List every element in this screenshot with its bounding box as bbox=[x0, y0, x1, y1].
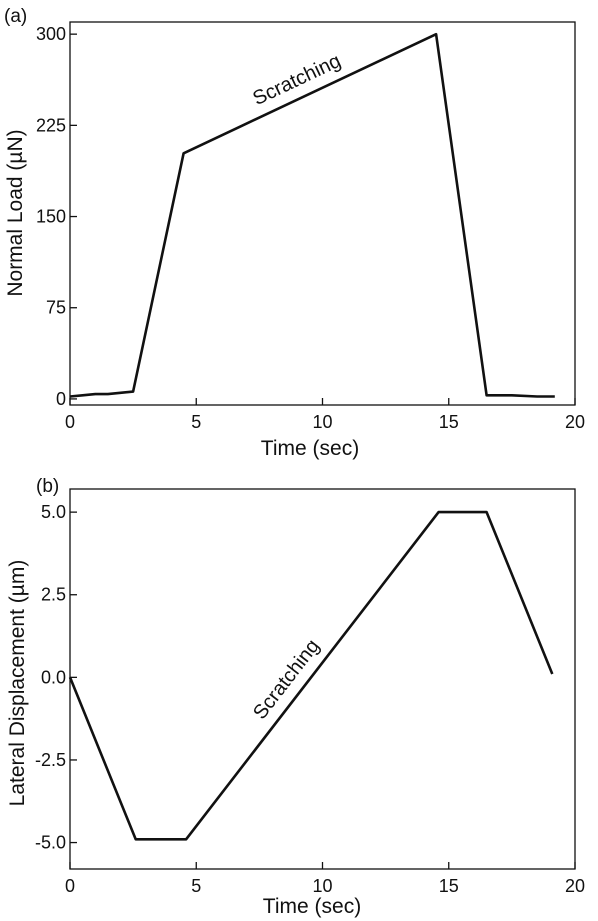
panel-b-series-line bbox=[68, 510, 554, 841]
panel-a-y-axis-title: Normal Load (µN) bbox=[4, 129, 27, 296]
panel-a-label: (a) bbox=[4, 6, 27, 27]
panel-b-y-tick-label: -2.5 bbox=[35, 750, 66, 770]
panel-b-x-axis-title: Time (sec) bbox=[263, 895, 361, 918]
panel-b-x-tick-label: 20 bbox=[565, 876, 585, 896]
panel-b-x-tick-label: 15 bbox=[439, 876, 459, 896]
panel-a-x-ticks: 0 5 10 15 20 bbox=[65, 398, 585, 432]
panel-b-lateral-displacement: (b) 0 5 10 15 20 -5.0-2.50.02.55.0 Scratchin… bbox=[6, 476, 585, 918]
panel-a-series-line bbox=[69, 32, 555, 398]
panel-a-y-tick-label: 0 bbox=[56, 389, 66, 409]
panel-b-label: (b) bbox=[36, 476, 59, 497]
panel-a-y-tick-label: 75 bbox=[46, 298, 66, 318]
panel-a-x-tick-label: 0 bbox=[65, 412, 75, 432]
panel-a-x-tick-label: 10 bbox=[312, 412, 332, 432]
panel-a-x-tick-label: 20 bbox=[565, 412, 585, 432]
panel-b-x-tick-label: 10 bbox=[312, 876, 332, 896]
panel-b-x-tick-label: 0 bbox=[65, 876, 75, 896]
panel-a-x-tick-label: 15 bbox=[439, 412, 459, 432]
panel-b-x-ticks: 0 5 10 15 20 bbox=[65, 862, 585, 896]
panel-b-y-axis-title: Lateral Displacement (µm) bbox=[6, 560, 29, 807]
panel-b-y-tick-label: -5.0 bbox=[35, 833, 66, 853]
panel-b-y-tick-label: 0.0 bbox=[41, 667, 66, 687]
panel-a-x-axis-title: Time (sec) bbox=[261, 437, 359, 460]
panel-b-x-tick-label: 5 bbox=[191, 876, 201, 896]
panel-a-y-tick-label: 150 bbox=[36, 207, 66, 227]
panel-a-x-tick-label: 5 bbox=[191, 412, 201, 432]
panel-b-y-tick-label: 5.0 bbox=[41, 502, 66, 522]
panel-a-y-tick-label: 225 bbox=[36, 115, 66, 135]
panel-b-y-ticks: -5.0 -2.5 0.0 2.5 5.0 bbox=[35, 502, 77, 853]
panel-a-y-tick-label: 300 bbox=[36, 24, 66, 44]
panel-b-y-tick-label: 2.5 bbox=[41, 585, 66, 605]
panel-a-y-ticks: 0 75 150 225 300 bbox=[36, 24, 77, 409]
